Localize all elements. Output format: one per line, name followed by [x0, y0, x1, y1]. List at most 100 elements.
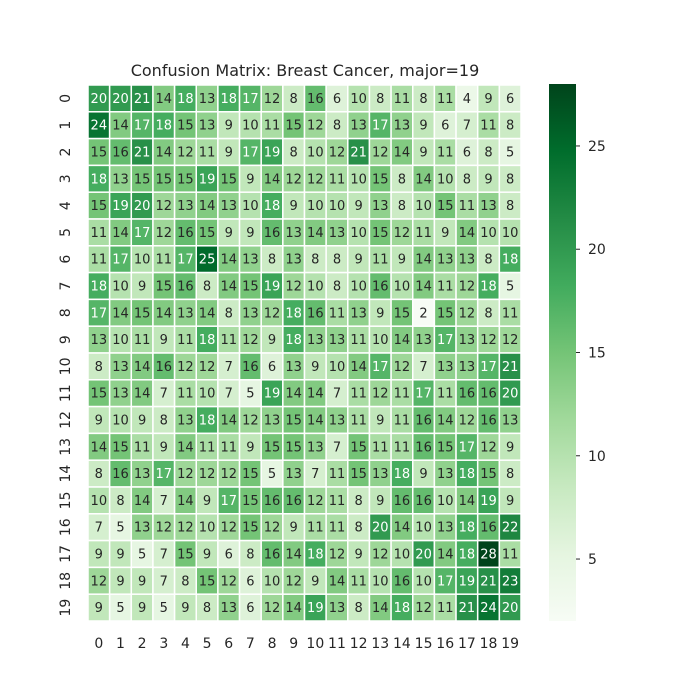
cell-value-label: 12 [242, 333, 259, 348]
cell-value-label: 12 [394, 360, 411, 375]
cell-value-label: 21 [459, 601, 476, 616]
cell-value-label: 7 [95, 521, 103, 536]
cell-value-label: 18 [480, 280, 497, 295]
cell-value-label: 9 [354, 199, 362, 214]
cell-value-label: 11 [329, 521, 346, 536]
cell-value-label: 16 [372, 280, 389, 295]
cell-value-label: 9 [506, 494, 514, 509]
cell-value-label: 17 [91, 306, 108, 321]
cell-value-label: 17 [437, 574, 454, 589]
cell-value-label: 21 [134, 92, 151, 107]
cell-value-label: 12 [220, 574, 237, 589]
cell-value-label: 15 [177, 548, 194, 563]
cell-value-label: 14 [112, 226, 129, 241]
cell-value-label: 20 [502, 601, 519, 616]
cell-value-label: 11 [350, 574, 367, 589]
cell-value-label: 9 [419, 146, 427, 161]
x-tick-label: 10 [306, 636, 324, 652]
cell-value-label: 11 [199, 440, 216, 455]
cell-value-label: 17 [177, 253, 194, 268]
cell-value-label: 11 [220, 440, 237, 455]
cell-value-label: 10 [307, 199, 324, 214]
cell-value-label: 12 [264, 306, 281, 321]
cell-value-label: 16 [177, 280, 194, 295]
colorbar-tick-label: 20 [588, 242, 606, 258]
cell-value-label: 5 [138, 548, 146, 563]
cell-value-label: 18 [394, 601, 411, 616]
cell-value-label: 7 [419, 360, 427, 375]
cell-value-label: 14 [177, 494, 194, 509]
cell-value-label: 10 [307, 146, 324, 161]
cell-value-label: 11 [199, 146, 216, 161]
cell-value-label: 13 [177, 306, 194, 321]
cell-value-label: 16 [415, 440, 432, 455]
colorbar: 5 10 15 20 25 [549, 84, 606, 621]
cell-value-label: 12 [220, 467, 237, 482]
cell-value-label: 14 [394, 333, 411, 348]
cell-value-label: 12 [177, 146, 194, 161]
cell-value-label: 11 [372, 253, 389, 268]
y-tick-label: 3 [58, 174, 74, 183]
chart-title: Confusion Matrix: Breast Cancer, major=1… [131, 61, 480, 80]
cell-value-label: 12 [329, 146, 346, 161]
cell-value-label: 11 [480, 119, 497, 134]
cell-value-label: 11 [372, 440, 389, 455]
x-tick-label: 0 [94, 636, 103, 652]
cell-value-label: 5 [268, 467, 276, 482]
x-tick-label: 3 [159, 636, 168, 652]
cell-value-label: 11 [220, 333, 237, 348]
cell-value-label: 10 [437, 494, 454, 509]
y-tick-label: 8 [58, 308, 74, 317]
cell-value-label: 13 [91, 333, 108, 348]
cell-value-label: 21 [480, 574, 497, 589]
cell-value-label: 18 [91, 280, 108, 295]
cell-value-label: 9 [441, 226, 449, 241]
cell-value-label: 9 [138, 414, 146, 429]
y-tick-label: 1 [58, 121, 74, 130]
cell-value-label: 18 [307, 548, 324, 563]
cell-value-label: 12 [480, 440, 497, 455]
x-tick-label: 2 [138, 636, 147, 652]
cell-value-label: 11 [307, 521, 324, 536]
cell-value-label: 14 [285, 548, 302, 563]
y-tick-label: 14 [58, 465, 74, 483]
cell-value-label: 14 [394, 146, 411, 161]
cell-value-label: 6 [463, 146, 471, 161]
x-tick-label: 16 [436, 636, 454, 652]
cell-value-label: 11 [437, 92, 454, 107]
cell-value-label: 10 [264, 574, 281, 589]
cell-value-label: 17 [220, 494, 237, 509]
cell-value-label: 17 [134, 119, 151, 134]
cell-value-label: 9 [506, 440, 514, 455]
cell-value-label: 12 [242, 414, 259, 429]
colorbar-gradient [549, 84, 576, 621]
cell-value-label: 12 [264, 601, 281, 616]
cell-value-label: 16 [459, 387, 476, 402]
cell-value-label: 13 [220, 601, 237, 616]
cell-value-label: 7 [333, 387, 341, 402]
cell-value-label: 17 [372, 119, 389, 134]
cell-value-label: 12 [372, 146, 389, 161]
x-tick-label: 5 [203, 636, 212, 652]
cell-value-label: 13 [329, 226, 346, 241]
cell-value-label: 8 [333, 119, 341, 134]
cell-value-label: 13 [285, 226, 302, 241]
x-tick-label: 11 [328, 636, 346, 652]
cell-value-label: 13 [307, 333, 324, 348]
cell-value-label: 15 [437, 199, 454, 214]
cell-value-label: 19 [264, 146, 281, 161]
cell-value-label: 19 [264, 280, 281, 295]
cell-value-label: 16 [177, 226, 194, 241]
cell-value-label: 13 [459, 253, 476, 268]
cell-value-label: 11 [415, 226, 432, 241]
cell-value-label: 8 [354, 601, 362, 616]
cell-value-label: 9 [268, 333, 276, 348]
cell-value-label: 18 [91, 172, 108, 187]
cell-value-label: 9 [376, 306, 384, 321]
cell-value-label: 9 [311, 360, 319, 375]
cell-value-label: 8 [333, 280, 341, 295]
cell-value-label: 9 [419, 119, 427, 134]
cell-value-label: 16 [112, 146, 129, 161]
cell-value-label: 12 [177, 360, 194, 375]
cell-value-label: 11 [329, 172, 346, 187]
